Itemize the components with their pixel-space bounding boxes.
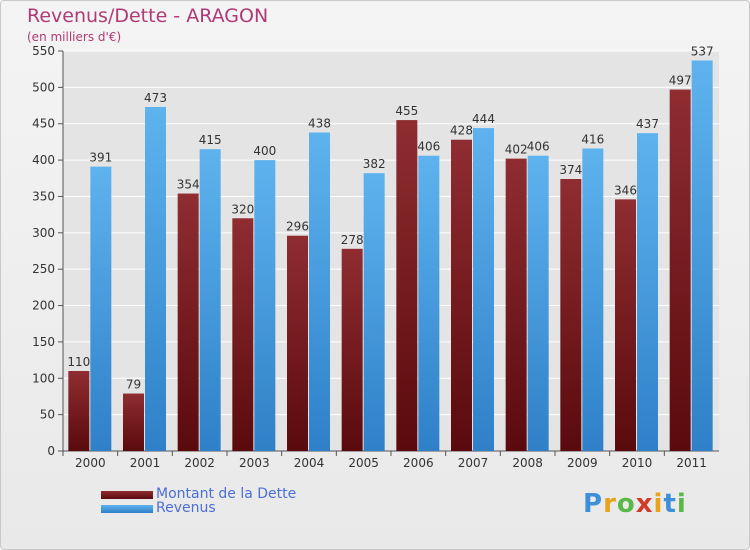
logo-letter: x [635, 489, 654, 519]
data-label: 296 [286, 220, 309, 234]
x-tick-label: 2007 [458, 456, 489, 470]
legend-item-dette: Montant de la Dette [101, 486, 361, 503]
data-label: 400 [253, 144, 276, 158]
legend-swatch-revenus [101, 505, 153, 513]
data-label: 437 [636, 117, 659, 131]
logo-letter: i [676, 489, 687, 519]
bar-dette [669, 89, 691, 451]
x-tick-label: 2002 [184, 456, 215, 470]
y-tick-label: 500 [32, 80, 55, 94]
data-label: 278 [341, 233, 364, 247]
bar-dette [177, 193, 199, 451]
bar-dette [68, 371, 90, 451]
x-tick-label: 2010 [622, 456, 653, 470]
logo-letter: t [663, 489, 677, 519]
data-label: 473 [144, 91, 167, 105]
bar-revenus [527, 155, 549, 451]
logo-letter: P [583, 489, 604, 519]
x-tick-label: 2003 [239, 456, 270, 470]
data-label: 537 [691, 44, 714, 58]
bar-revenus [90, 166, 112, 452]
bar-revenus [691, 60, 713, 452]
bar-revenus [582, 148, 604, 452]
proxiti-logo: Proxiti [583, 489, 687, 519]
bar-dette [341, 248, 363, 451]
legend-item-revenus: Revenus [101, 500, 361, 517]
bar-revenus [473, 128, 494, 451]
bar-revenus [637, 133, 658, 451]
bar-revenus [254, 160, 276, 451]
x-tick-label: 2008 [512, 456, 543, 470]
data-label: 444 [472, 112, 495, 126]
bar-dette [505, 158, 527, 452]
bar-dette [287, 235, 308, 451]
bar-dette [615, 199, 636, 451]
y-tick-label: 0 [47, 444, 55, 458]
data-label: 415 [199, 133, 222, 147]
data-label: 391 [89, 151, 112, 165]
data-label: 320 [231, 202, 254, 216]
chart-subtitle: (en milliers d'€) [27, 30, 122, 44]
legend-label-revenus: Revenus [156, 500, 216, 516]
y-tick-label: 100 [32, 371, 55, 385]
x-tick-label: 2009 [567, 456, 598, 470]
bar-dette [396, 120, 418, 451]
bar-revenus [418, 155, 440, 451]
data-label: 402 [505, 143, 528, 157]
y-tick-label: 150 [32, 335, 55, 349]
bar-revenus [309, 132, 330, 452]
y-tick-label: 250 [32, 262, 55, 276]
data-label: 406 [417, 140, 440, 154]
data-label: 455 [395, 104, 418, 118]
data-label: 346 [614, 183, 637, 197]
bar-revenus [145, 107, 166, 451]
data-label: 416 [581, 132, 604, 146]
y-tick-label: 200 [32, 299, 55, 313]
bar-revenus [199, 149, 221, 451]
data-label: 354 [177, 178, 200, 192]
x-tick-label: 2011 [676, 456, 707, 470]
y-tick-label: 50 [40, 408, 55, 422]
y-tick-label: 550 [32, 44, 55, 58]
y-tick-label: 350 [32, 189, 55, 203]
logo-letter: i [653, 489, 664, 519]
legend-swatch-dette [101, 491, 153, 499]
data-label: 110 [67, 355, 90, 369]
bar-dette [232, 218, 254, 451]
data-label: 374 [559, 163, 582, 177]
x-tick-label: 2001 [130, 456, 161, 470]
chart-title: Revenus/Dette - ARAGON [27, 5, 269, 27]
plot-area [63, 51, 719, 451]
x-tick-label: 2004 [294, 456, 325, 470]
data-label: 497 [669, 74, 692, 88]
bar-revenus [363, 173, 385, 451]
data-label: 382 [363, 157, 386, 171]
y-tick-label: 400 [32, 153, 55, 167]
data-label: 428 [450, 124, 473, 138]
logo-letter: r [603, 489, 617, 519]
y-tick-label: 450 [32, 117, 55, 131]
bar-dette [123, 393, 144, 451]
x-tick-label: 2006 [403, 456, 434, 470]
data-label: 438 [308, 116, 331, 130]
y-tick-label: 300 [32, 226, 55, 240]
logo-letter: o [616, 489, 636, 519]
bar-dette [560, 179, 582, 451]
x-tick-label: 2005 [348, 456, 379, 470]
data-label: 79 [126, 378, 141, 392]
bar-dette [451, 139, 472, 451]
legend-label-dette: Montant de la Dette [156, 486, 297, 502]
x-tick-label: 2000 [75, 456, 106, 470]
data-label: 406 [527, 140, 550, 154]
